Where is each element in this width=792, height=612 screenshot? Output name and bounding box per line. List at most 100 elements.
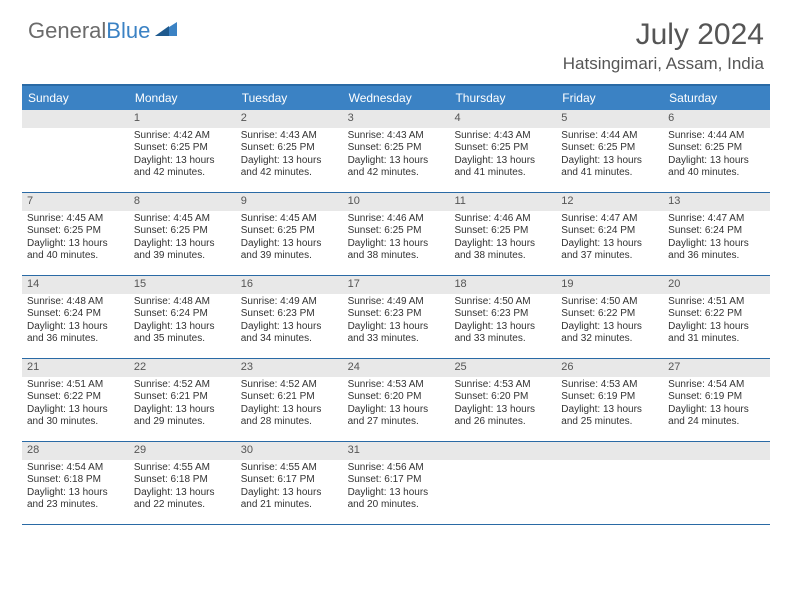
- day-body: Sunrise: 4:43 AMSunset: 6:25 PMDaylight:…: [449, 128, 556, 185]
- day-body: Sunrise: 4:45 AMSunset: 6:25 PMDaylight:…: [22, 211, 129, 268]
- day-cell-10: 10Sunrise: 4:46 AMSunset: 6:25 PMDayligh…: [343, 193, 450, 275]
- day-cell-23: 23Sunrise: 4:52 AMSunset: 6:21 PMDayligh…: [236, 359, 343, 441]
- sunrise-text: Sunrise: 4:54 AM: [27, 462, 124, 475]
- day-number: 19: [556, 276, 663, 294]
- day-cell-6: 6Sunrise: 4:44 AMSunset: 6:25 PMDaylight…: [663, 110, 770, 192]
- day-number: 8: [129, 193, 236, 211]
- logo-text: GeneralBlue: [28, 18, 150, 44]
- sunset-text: Sunset: 6:20 PM: [454, 391, 551, 404]
- daylight-text: Daylight: 13 hours and 20 minutes.: [348, 487, 445, 512]
- day-body: Sunrise: 4:42 AMSunset: 6:25 PMDaylight:…: [129, 128, 236, 185]
- sunset-text: Sunset: 6:24 PM: [27, 308, 124, 321]
- day-cell-empty: [449, 442, 556, 524]
- day-body: Sunrise: 4:55 AMSunset: 6:18 PMDaylight:…: [129, 460, 236, 517]
- day-number: 2: [236, 110, 343, 128]
- day-body: Sunrise: 4:50 AMSunset: 6:23 PMDaylight:…: [449, 294, 556, 351]
- day-body: Sunrise: 4:54 AMSunset: 6:18 PMDaylight:…: [22, 460, 129, 517]
- week-row: 28Sunrise: 4:54 AMSunset: 6:18 PMDayligh…: [22, 442, 770, 525]
- day-cell-4: 4Sunrise: 4:43 AMSunset: 6:25 PMDaylight…: [449, 110, 556, 192]
- day-cell-19: 19Sunrise: 4:50 AMSunset: 6:22 PMDayligh…: [556, 276, 663, 358]
- day-number: 25: [449, 359, 556, 377]
- day-cell-11: 11Sunrise: 4:46 AMSunset: 6:25 PMDayligh…: [449, 193, 556, 275]
- daylight-text: Daylight: 13 hours and 36 minutes.: [668, 238, 765, 263]
- week-row: 14Sunrise: 4:48 AMSunset: 6:24 PMDayligh…: [22, 276, 770, 359]
- sunset-text: Sunset: 6:22 PM: [27, 391, 124, 404]
- day-number: 10: [343, 193, 450, 211]
- day-cell-12: 12Sunrise: 4:47 AMSunset: 6:24 PMDayligh…: [556, 193, 663, 275]
- daylight-text: Daylight: 13 hours and 41 minutes.: [454, 155, 551, 180]
- header: GeneralBlue July 2024 Hatsingimari, Assa…: [0, 0, 792, 78]
- day-cell-21: 21Sunrise: 4:51 AMSunset: 6:22 PMDayligh…: [22, 359, 129, 441]
- sunset-text: Sunset: 6:25 PM: [241, 142, 338, 155]
- day-body: Sunrise: 4:43 AMSunset: 6:25 PMDaylight:…: [236, 128, 343, 185]
- day-number: 3: [343, 110, 450, 128]
- day-cell-5: 5Sunrise: 4:44 AMSunset: 6:25 PMDaylight…: [556, 110, 663, 192]
- logo-triangle-icon: [155, 20, 177, 41]
- sunrise-text: Sunrise: 4:47 AM: [561, 213, 658, 226]
- sunset-text: Sunset: 6:24 PM: [134, 308, 231, 321]
- sunrise-text: Sunrise: 4:52 AM: [134, 379, 231, 392]
- sunrise-text: Sunrise: 4:45 AM: [134, 213, 231, 226]
- sunset-text: Sunset: 6:17 PM: [348, 474, 445, 487]
- sunrise-text: Sunrise: 4:43 AM: [348, 130, 445, 143]
- daylight-text: Daylight: 13 hours and 40 minutes.: [668, 155, 765, 180]
- sunset-text: Sunset: 6:25 PM: [134, 225, 231, 238]
- day-number: 24: [343, 359, 450, 377]
- day-number: 30: [236, 442, 343, 460]
- location-text: Hatsingimari, Assam, India: [563, 54, 764, 74]
- sunrise-text: Sunrise: 4:52 AM: [241, 379, 338, 392]
- day-header-wednesday: Wednesday: [343, 86, 450, 110]
- day-number: [449, 442, 556, 460]
- day-body: Sunrise: 4:43 AMSunset: 6:25 PMDaylight:…: [343, 128, 450, 185]
- sunrise-text: Sunrise: 4:53 AM: [348, 379, 445, 392]
- daylight-text: Daylight: 13 hours and 36 minutes.: [27, 321, 124, 346]
- sunrise-text: Sunrise: 4:42 AM: [134, 130, 231, 143]
- day-body: Sunrise: 4:47 AMSunset: 6:24 PMDaylight:…: [663, 211, 770, 268]
- sunrise-text: Sunrise: 4:47 AM: [668, 213, 765, 226]
- sunset-text: Sunset: 6:23 PM: [241, 308, 338, 321]
- logo-word2: Blue: [106, 18, 150, 43]
- sunset-text: Sunset: 6:19 PM: [668, 391, 765, 404]
- day-body: Sunrise: 4:49 AMSunset: 6:23 PMDaylight:…: [343, 294, 450, 351]
- title-block: July 2024 Hatsingimari, Assam, India: [563, 18, 764, 74]
- sunrise-text: Sunrise: 4:44 AM: [561, 130, 658, 143]
- month-title: July 2024: [563, 18, 764, 52]
- day-cell-29: 29Sunrise: 4:55 AMSunset: 6:18 PMDayligh…: [129, 442, 236, 524]
- daylight-text: Daylight: 13 hours and 27 minutes.: [348, 404, 445, 429]
- daylight-text: Daylight: 13 hours and 39 minutes.: [134, 238, 231, 263]
- day-number: 15: [129, 276, 236, 294]
- day-cell-31: 31Sunrise: 4:56 AMSunset: 6:17 PMDayligh…: [343, 442, 450, 524]
- daylight-text: Daylight: 13 hours and 38 minutes.: [454, 238, 551, 263]
- calendar: SundayMondayTuesdayWednesdayThursdayFrid…: [22, 84, 770, 525]
- sunrise-text: Sunrise: 4:45 AM: [27, 213, 124, 226]
- day-number: [556, 442, 663, 460]
- day-body: Sunrise: 4:54 AMSunset: 6:19 PMDaylight:…: [663, 377, 770, 434]
- day-number: [22, 110, 129, 128]
- day-cell-17: 17Sunrise: 4:49 AMSunset: 6:23 PMDayligh…: [343, 276, 450, 358]
- sunrise-text: Sunrise: 4:53 AM: [454, 379, 551, 392]
- day-header-tuesday: Tuesday: [236, 86, 343, 110]
- day-number: 17: [343, 276, 450, 294]
- day-header-monday: Monday: [129, 86, 236, 110]
- day-header-saturday: Saturday: [663, 86, 770, 110]
- day-cell-8: 8 Sunrise: 4:45 AMSunset: 6:25 PMDaylight…: [129, 193, 236, 275]
- sunset-text: Sunset: 6:25 PM: [348, 225, 445, 238]
- sunset-text: Sunset: 6:24 PM: [561, 225, 658, 238]
- sunrise-text: Sunrise: 4:43 AM: [454, 130, 551, 143]
- day-cell-28: 28Sunrise: 4:54 AMSunset: 6:18 PMDayligh…: [22, 442, 129, 524]
- daylight-text: Daylight: 13 hours and 22 minutes.: [134, 487, 231, 512]
- daylight-text: Daylight: 13 hours and 34 minutes.: [241, 321, 338, 346]
- sunset-text: Sunset: 6:25 PM: [668, 142, 765, 155]
- logo-word1: General: [28, 18, 106, 43]
- day-number: 1: [129, 110, 236, 128]
- day-number: [663, 442, 770, 460]
- sunset-text: Sunset: 6:25 PM: [454, 142, 551, 155]
- day-body: Sunrise: 4:51 AMSunset: 6:22 PMDaylight:…: [663, 294, 770, 351]
- day-body: Sunrise: 4:53 AMSunset: 6:20 PMDaylight:…: [449, 377, 556, 434]
- day-cell-27: 27Sunrise: 4:54 AMSunset: 6:19 PMDayligh…: [663, 359, 770, 441]
- sunset-text: Sunset: 6:17 PM: [241, 474, 338, 487]
- day-cell-30: 30Sunrise: 4:55 AMSunset: 6:17 PMDayligh…: [236, 442, 343, 524]
- day-number: 16: [236, 276, 343, 294]
- day-cell-9: 9Sunrise: 4:45 AMSunset: 6:25 PMDaylight…: [236, 193, 343, 275]
- sunset-text: Sunset: 6:21 PM: [241, 391, 338, 404]
